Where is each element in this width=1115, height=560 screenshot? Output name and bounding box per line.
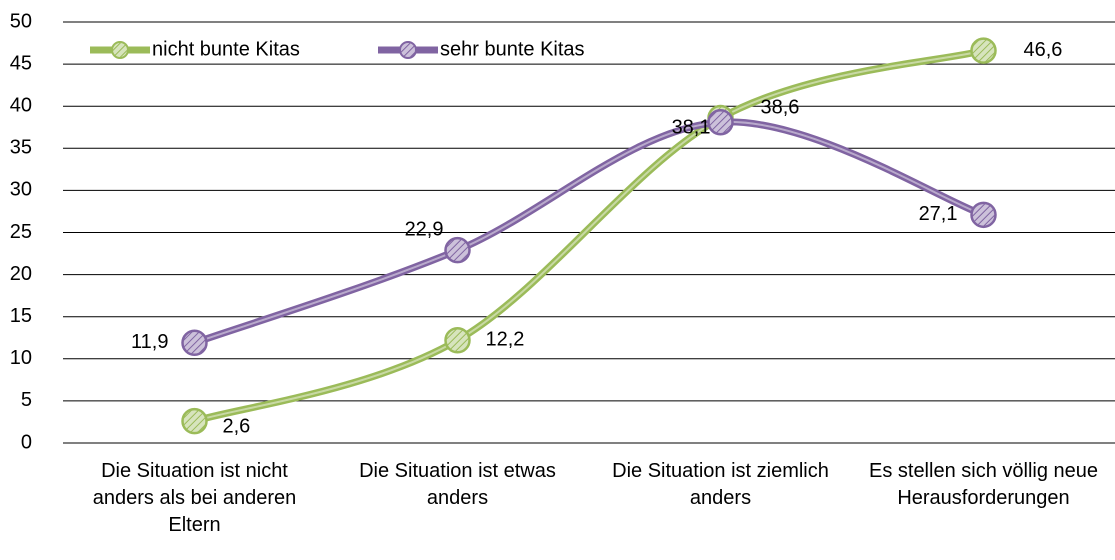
marker <box>444 236 471 264</box>
data-label: 22,9 <box>405 218 444 240</box>
legend-marker <box>111 41 129 59</box>
y-tick-label: 45 <box>10 52 32 74</box>
y-tick-label: 0 <box>21 431 32 453</box>
legend-marker <box>399 41 417 59</box>
legend-label: nicht bunte Kitas <box>152 38 300 60</box>
y-tick-label: 35 <box>10 137 32 159</box>
y-tick-label: 50 <box>10 10 32 32</box>
data-label: 46,6 <box>1024 39 1063 61</box>
y-tick-label: 30 <box>10 179 32 201</box>
y-tick-label: 20 <box>10 263 32 285</box>
marker <box>970 37 997 64</box>
series-line <box>194 49 984 423</box>
x-tick-label: Die Situation ist ziemlich anders <box>612 460 829 509</box>
series-line <box>194 121 984 344</box>
data-label: 38,1 <box>672 116 711 138</box>
y-tick-label: 5 <box>21 389 32 411</box>
series-line-outline <box>193 118 985 347</box>
data-label: 38,6 <box>761 96 800 118</box>
data-label: 12,2 <box>486 329 525 351</box>
y-tick-label: 25 <box>10 221 32 243</box>
series-line-outline <box>193 47 985 425</box>
data-label: 11,9 <box>131 331 168 353</box>
marker <box>181 329 208 357</box>
data-label: 2,6 <box>223 415 251 437</box>
marker <box>444 327 471 354</box>
x-tick-label: Die Situation ist etwas anders <box>359 460 556 509</box>
data-label: 27,1 <box>919 203 958 225</box>
x-tick-label: Die Situation ist nicht anders als bei a… <box>92 460 297 536</box>
marker <box>181 407 208 435</box>
y-tick-label: 10 <box>10 347 32 369</box>
y-tick-label: 40 <box>10 94 32 116</box>
legend-label: sehr bunte Kitas <box>440 38 585 60</box>
y-tick-label: 15 <box>10 305 32 327</box>
x-tick-label: Es stellen sich völlig neue Herausforder… <box>868 460 1098 509</box>
marker <box>970 201 997 229</box>
marker <box>707 108 734 136</box>
